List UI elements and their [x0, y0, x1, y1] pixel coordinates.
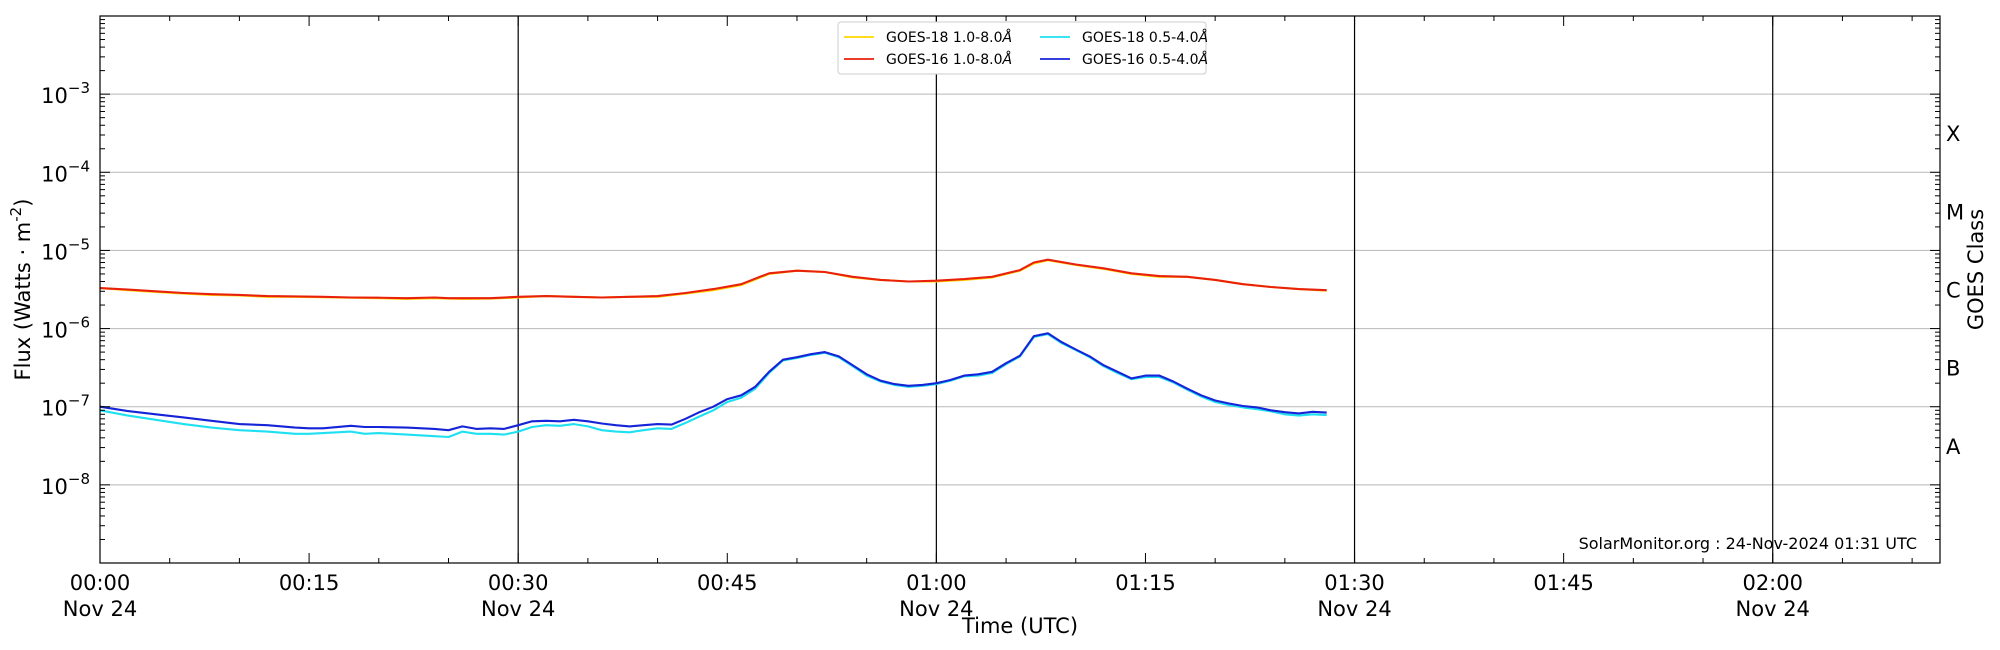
series-line-1 — [99, 258, 1327, 300]
x-tick-label-date: Nov 24 — [1736, 597, 1810, 621]
vertical-lines-layer — [517, 16, 1774, 563]
y-axis-title-main: Flux (Watts · m — [11, 222, 35, 381]
legend-entry-unit: Å — [1198, 29, 1209, 46]
x-tick-label-date: Nov 24 — [1317, 597, 1391, 621]
y-tick-label-base: 10 — [41, 84, 68, 108]
legend-entry-unit: Å — [1198, 51, 1209, 68]
goes-class-label: X — [1946, 122, 1960, 146]
x-tick-label-date: Nov 24 — [481, 597, 555, 621]
y-tick-label-exponent: −7 — [68, 392, 90, 410]
x-tick-label-time: 00:00 — [70, 571, 131, 595]
y-tick-label: 10−8 — [41, 470, 90, 499]
x-tick-label-date: Nov 24 — [899, 597, 973, 621]
y-tick-label: 10−6 — [41, 314, 90, 343]
plot-frame — [99, 15, 1941, 564]
goes-class-labels: A B C M X — [1946, 122, 1964, 459]
x-tick-label-time: 02:00 — [1742, 571, 1803, 595]
y-tick-label-exponent: −3 — [68, 79, 90, 97]
legend-entry-label: GOES-18 0.5-4.0Å — [1082, 29, 1208, 46]
x-axis-title: Time (UTC) — [961, 614, 1078, 638]
x-tick-label-time: 00:30 — [488, 571, 549, 595]
y-tick-label-base: 10 — [41, 397, 68, 421]
y-tick-label-base: 10 — [41, 240, 68, 264]
y-axis-title: Flux (Watts · m-2) — [7, 199, 35, 381]
solarmonitor-watermark: SolarMonitor.org : 24-Nov-2024 01:31 UTC — [1579, 534, 1917, 553]
legend-entry-name: GOES-18 1.0-8.0 — [886, 30, 1003, 46]
legend-box — [837, 21, 1207, 75]
y-tick-label-exponent: −6 — [68, 314, 90, 332]
goes-class-label: C — [1946, 279, 1961, 303]
x-tick-label-time: 01:15 — [1115, 571, 1176, 595]
legend-entry-name: GOES-18 0.5-4.0 — [1082, 30, 1199, 46]
x-tick-label-time: 00:15 — [279, 571, 340, 595]
y-tick-label: 10−3 — [41, 79, 90, 108]
y-axis-title-close: ) — [11, 199, 35, 207]
legend: GOES-18 1.0-8.0Å GOES-18 0.5-4.0ÅGOES-16 … — [837, 21, 1208, 75]
legend-entry-label: GOES-16 0.5-4.0Å — [1082, 51, 1208, 68]
legend-items: GOES-18 1.0-8.0Å GOES-18 0.5-4.0ÅGOES-16 … — [844, 29, 1208, 68]
y-axis-title-exponent: -2 — [7, 207, 25, 222]
y-tick-label: 10−5 — [41, 235, 90, 264]
goes-class-label: A — [1946, 435, 1961, 459]
series-layer — [99, 258, 1327, 439]
x-tick-label-time: 01:30 — [1324, 571, 1385, 595]
legend-entry-unit: Å — [1002, 51, 1013, 68]
y-tick-label-base: 10 — [41, 319, 68, 343]
x-tick-label-time: 00:45 — [697, 571, 758, 595]
x-tick-label-date: Nov 24 — [63, 597, 137, 621]
y-tick-label-exponent: −4 — [68, 157, 90, 175]
y-tick-label: 10−4 — [41, 157, 90, 186]
x-tick-label-time: 01:45 — [1533, 571, 1594, 595]
legend-entry-unit: Å — [1002, 29, 1013, 46]
goes-class-label: M — [1946, 200, 1964, 224]
y-tick-labels: 10−810−710−610−510−410−3 — [41, 79, 90, 499]
legend-entry-name: GOES-16 1.0-8.0 — [886, 52, 1003, 68]
legend-entry-name: GOES-16 0.5-4.0 — [1082, 52, 1199, 68]
tick-layer — [99, 16, 1940, 563]
y-tick-label-base: 10 — [41, 475, 68, 499]
y-tick-label-exponent: −5 — [68, 235, 90, 253]
goes-class-axis-title: GOES Class — [1964, 209, 1988, 330]
y-tick-label-exponent: −8 — [68, 470, 90, 488]
series-line-3 — [99, 332, 1327, 432]
legend-entry-label: GOES-18 1.0-8.0Å — [886, 29, 1012, 46]
legend-entry-label: GOES-16 1.0-8.0Å — [886, 51, 1012, 68]
grid-layer — [100, 93, 1940, 486]
x-tick-label-time: 01:00 — [906, 571, 967, 595]
y-tick-label-base: 10 — [41, 162, 68, 186]
y-tick-label: 10−7 — [41, 392, 90, 421]
goes-class-label: B — [1946, 357, 1960, 381]
